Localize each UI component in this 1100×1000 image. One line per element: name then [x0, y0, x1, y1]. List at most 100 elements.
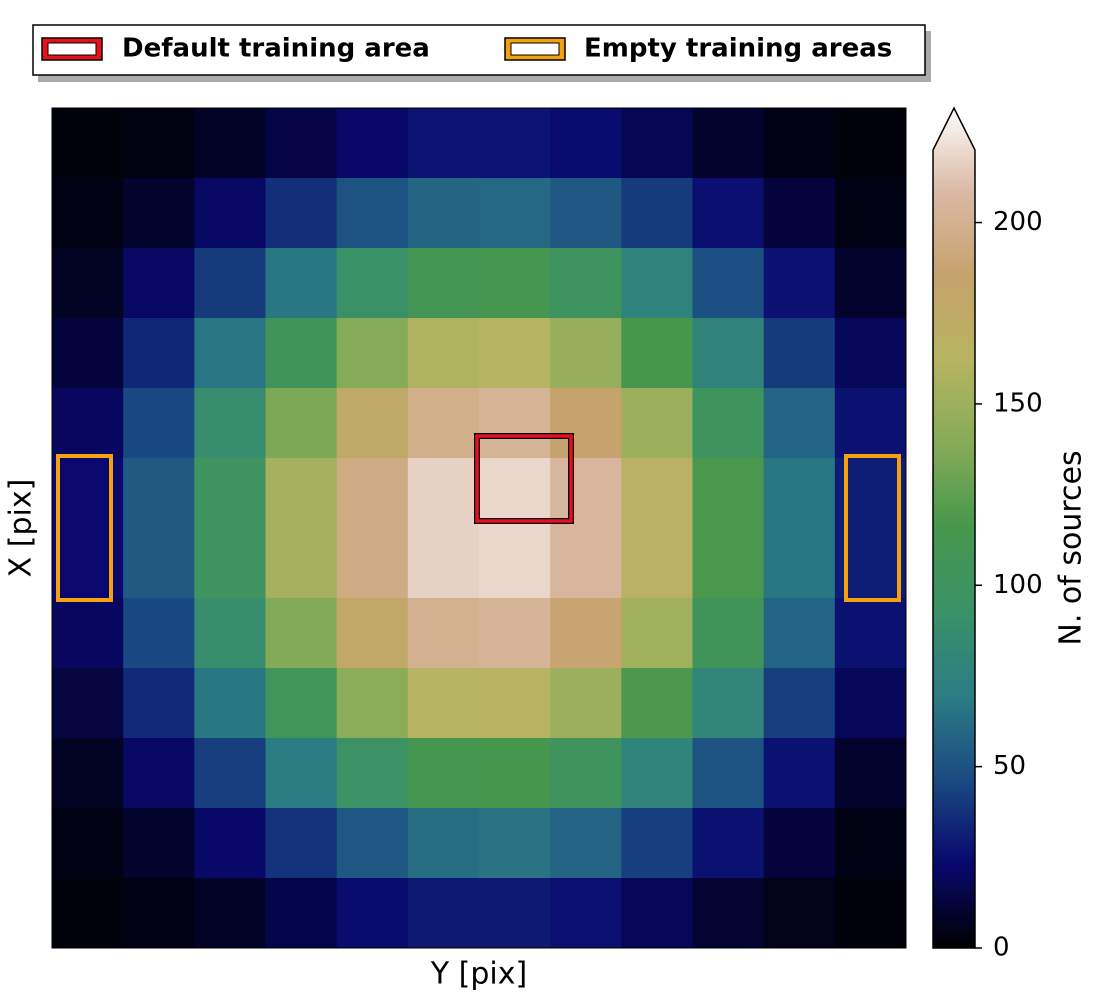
heatmap-cell [123, 738, 195, 809]
heatmap-cell [621, 668, 693, 739]
heatmap-cell [123, 598, 195, 669]
heatmap-cell [336, 738, 409, 809]
heatmap-cell [194, 598, 266, 669]
heatmap-cell [834, 808, 907, 879]
heatmap-cell [621, 808, 693, 879]
heatmap-cell [550, 318, 622, 389]
heatmap-cell [407, 808, 480, 879]
heatmap-cell [123, 108, 195, 179]
heatmap-cell [123, 668, 195, 739]
heatmap-cell [265, 598, 338, 669]
heatmap-cell [550, 458, 622, 529]
heatmap-cell [52, 878, 124, 949]
heatmap-cell [123, 458, 195, 529]
heatmap-cell [123, 178, 195, 249]
heatmap-cell [621, 108, 693, 179]
heatmap-cell [550, 178, 622, 249]
heatmap-cell [621, 458, 693, 529]
heatmap-cell [692, 668, 765, 739]
heatmap-cell [336, 388, 409, 459]
heatmap-cell [763, 388, 836, 459]
y-axis-label: X [pix] [4, 479, 39, 578]
legend-label: Default training area [122, 34, 430, 64]
heatmap-cell [692, 458, 765, 529]
heatmap-cell [52, 808, 124, 879]
heatmap-cell [692, 738, 765, 809]
heatmap-cell [52, 668, 124, 739]
heatmap-cell [336, 808, 409, 879]
heatmap-cell [834, 178, 907, 249]
heatmap-cell [692, 528, 765, 599]
heatmap-cell [407, 738, 480, 809]
heatmap-cell [407, 178, 480, 249]
heatmap-cell [479, 248, 551, 319]
heatmap-cell [621, 388, 693, 459]
heatmap-cell [763, 458, 836, 529]
legend-label: Empty training areas [584, 34, 892, 64]
colorbar-label: N. of sources [1054, 450, 1089, 645]
heatmap-cell [265, 318, 338, 389]
legend-patch-inner [510, 42, 560, 56]
heatmap-cell [194, 318, 266, 389]
heatmap-cell [265, 388, 338, 459]
heatmap-cell [550, 528, 622, 599]
heatmap-cell [407, 598, 480, 669]
colorbar-tick-label: 200 [993, 207, 1043, 237]
heatmap-cell [265, 808, 338, 879]
heatmap-cell [407, 248, 480, 319]
heatmap-cell [479, 808, 551, 879]
heatmap-cell [265, 458, 338, 529]
heatmap-cell [407, 458, 480, 529]
heatmap-cell [194, 248, 266, 319]
heatmap-cell [834, 318, 907, 389]
legend-box [32, 24, 926, 76]
heatmap-cell [336, 178, 409, 249]
heatmap-cell [336, 878, 409, 949]
heatmap-cell [692, 388, 765, 459]
heatmap-cell [194, 668, 266, 739]
heatmap-cell [692, 248, 765, 319]
heatmap-cell [123, 878, 195, 949]
heatmap-cell [336, 248, 409, 319]
heatmap-cell [52, 318, 124, 389]
heatmap-cell [834, 248, 907, 319]
heatmap-cell [763, 108, 836, 179]
heatmap-cell [52, 178, 124, 249]
heatmap-cell [621, 318, 693, 389]
heatmap-cell [194, 878, 266, 949]
default-training-area [475, 434, 573, 523]
plot-frame [51, 107, 907, 949]
heatmap-cell [336, 318, 409, 389]
heatmap-cell [763, 318, 836, 389]
heatmap-cell [550, 738, 622, 809]
heatmap-cell [407, 318, 480, 389]
heatmap-cell [265, 178, 338, 249]
heatmap-cell [763, 248, 836, 319]
empty-training-area [844, 454, 901, 602]
heatmap-cell [194, 738, 266, 809]
heatmap-cell [621, 598, 693, 669]
heatmap-cell [834, 668, 907, 739]
heatmap-cell [194, 178, 266, 249]
heatmap-cell [336, 108, 409, 179]
heatmap-cell [265, 878, 338, 949]
heatmap-cell [763, 178, 836, 249]
heatmap-cell [692, 598, 765, 669]
heatmap-cell [52, 108, 124, 179]
heatmap-cell [336, 528, 409, 599]
heatmap-cell [265, 668, 338, 739]
heatmap-cell [834, 598, 907, 669]
heatmap-cell [479, 178, 551, 249]
heatmap-cell [479, 598, 551, 669]
heatmap-cell [550, 878, 622, 949]
heatmap-cell [834, 388, 907, 459]
heatmap-cell [336, 668, 409, 739]
heatmap-cell [407, 528, 480, 599]
colorbar-tick-label: 100 [993, 570, 1043, 600]
heatmap-cell [479, 528, 551, 599]
heatmap-cell [194, 458, 266, 529]
heatmap-cell [123, 528, 195, 599]
heatmap-cell [621, 878, 693, 949]
heatmap-cell [479, 318, 551, 389]
